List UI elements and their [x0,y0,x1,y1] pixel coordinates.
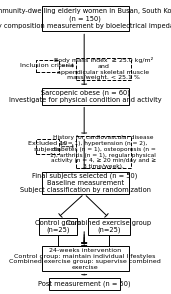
Text: Community-dwelling elderly women in Busan, South Korea
(n = 150)
Body compositio: Community-dwelling elderly women in Busa… [0,8,171,29]
Text: Control group
(n=25): Control group (n=25) [35,220,81,233]
Text: Post measurement (n = 50): Post measurement (n = 50) [38,281,130,288]
FancyBboxPatch shape [42,6,129,31]
Text: Sarcopenic obese (n = 60)
Investigate for physical condition and activity: Sarcopenic obese (n = 60) Investigate fo… [9,89,161,103]
Text: History for cardiovascular disease
(n = 1), hypertension (n = 2),
diabetes (n = : History for cardiovascular disease (n = … [50,135,156,169]
FancyBboxPatch shape [36,59,59,72]
FancyBboxPatch shape [76,136,131,168]
FancyBboxPatch shape [42,172,129,194]
Text: Final subjects selected (n = 50)
Baseline measurement
Subject classification by : Final subjects selected (n = 50) Baselin… [20,173,151,193]
FancyBboxPatch shape [76,58,131,80]
Text: Combined exercise group
(n=25): Combined exercise group (n=25) [66,220,152,233]
FancyBboxPatch shape [49,278,120,290]
FancyBboxPatch shape [88,218,130,235]
FancyBboxPatch shape [36,139,59,154]
Text: Body mass index  ≥ 25.0 kg/m²
and
appendicular skeletal muscle
mass/weight. < 25: Body mass index ≥ 25.0 kg/m² and appendi… [54,57,153,81]
FancyBboxPatch shape [42,88,129,105]
Text: 24-weeks intervention
Control group: maintain individual lifestyles
Combined exe: 24-weeks intervention Control group: mai… [9,248,161,270]
FancyBboxPatch shape [42,246,129,271]
FancyBboxPatch shape [39,218,77,235]
Text: Inclusion criteria: Inclusion criteria [20,64,74,69]
Text: Excluded 10
subjects: Excluded 10 subjects [28,141,67,152]
